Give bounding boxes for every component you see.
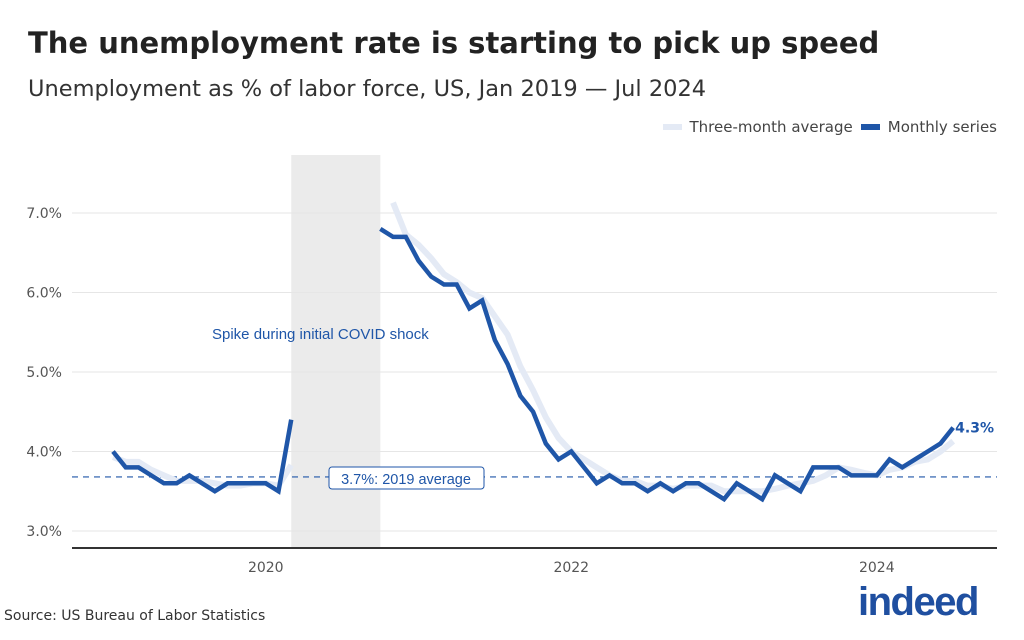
y-tick-label: 3.0%: [26, 524, 62, 540]
legend-monthly-label: Monthly series: [887, 118, 997, 136]
y-tick-label: 6.0%: [26, 286, 62, 302]
covid-annotation: Spike during initial COVID shock: [212, 326, 429, 343]
y-tick-label: 4.0%: [26, 445, 62, 461]
monthly-series-line: [379, 226, 955, 503]
chart-title: The unemployment rate is starting to pic…: [28, 26, 880, 60]
reference-label: 3.7%: 2019 average: [341, 472, 471, 488]
indeed-logo: indeed: [858, 580, 979, 624]
y-tick-label: 5.0%: [26, 365, 62, 381]
end-value-label: 4.3%: [955, 421, 994, 437]
monthly-series-line: [111, 419, 294, 495]
x-tick-label: 2022: [553, 560, 589, 576]
legend-average-label: Three-month average: [689, 118, 853, 136]
three-month-average-line: [390, 201, 956, 495]
legend: Three-month average Monthly series: [662, 118, 997, 136]
legend-monthly-swatch: [860, 124, 880, 130]
source-note: Source: US Bureau of Labor Statistics: [4, 608, 266, 624]
x-tick-label: 2020: [248, 560, 284, 576]
y-tick-label: 7.0%: [26, 206, 62, 222]
chart-subtitle: Unemployment as % of labor force, US, Ja…: [28, 76, 707, 102]
legend-average-swatch: [662, 124, 682, 130]
x-tick-label: 2024: [859, 560, 895, 576]
reference-label-box: [328, 466, 485, 490]
